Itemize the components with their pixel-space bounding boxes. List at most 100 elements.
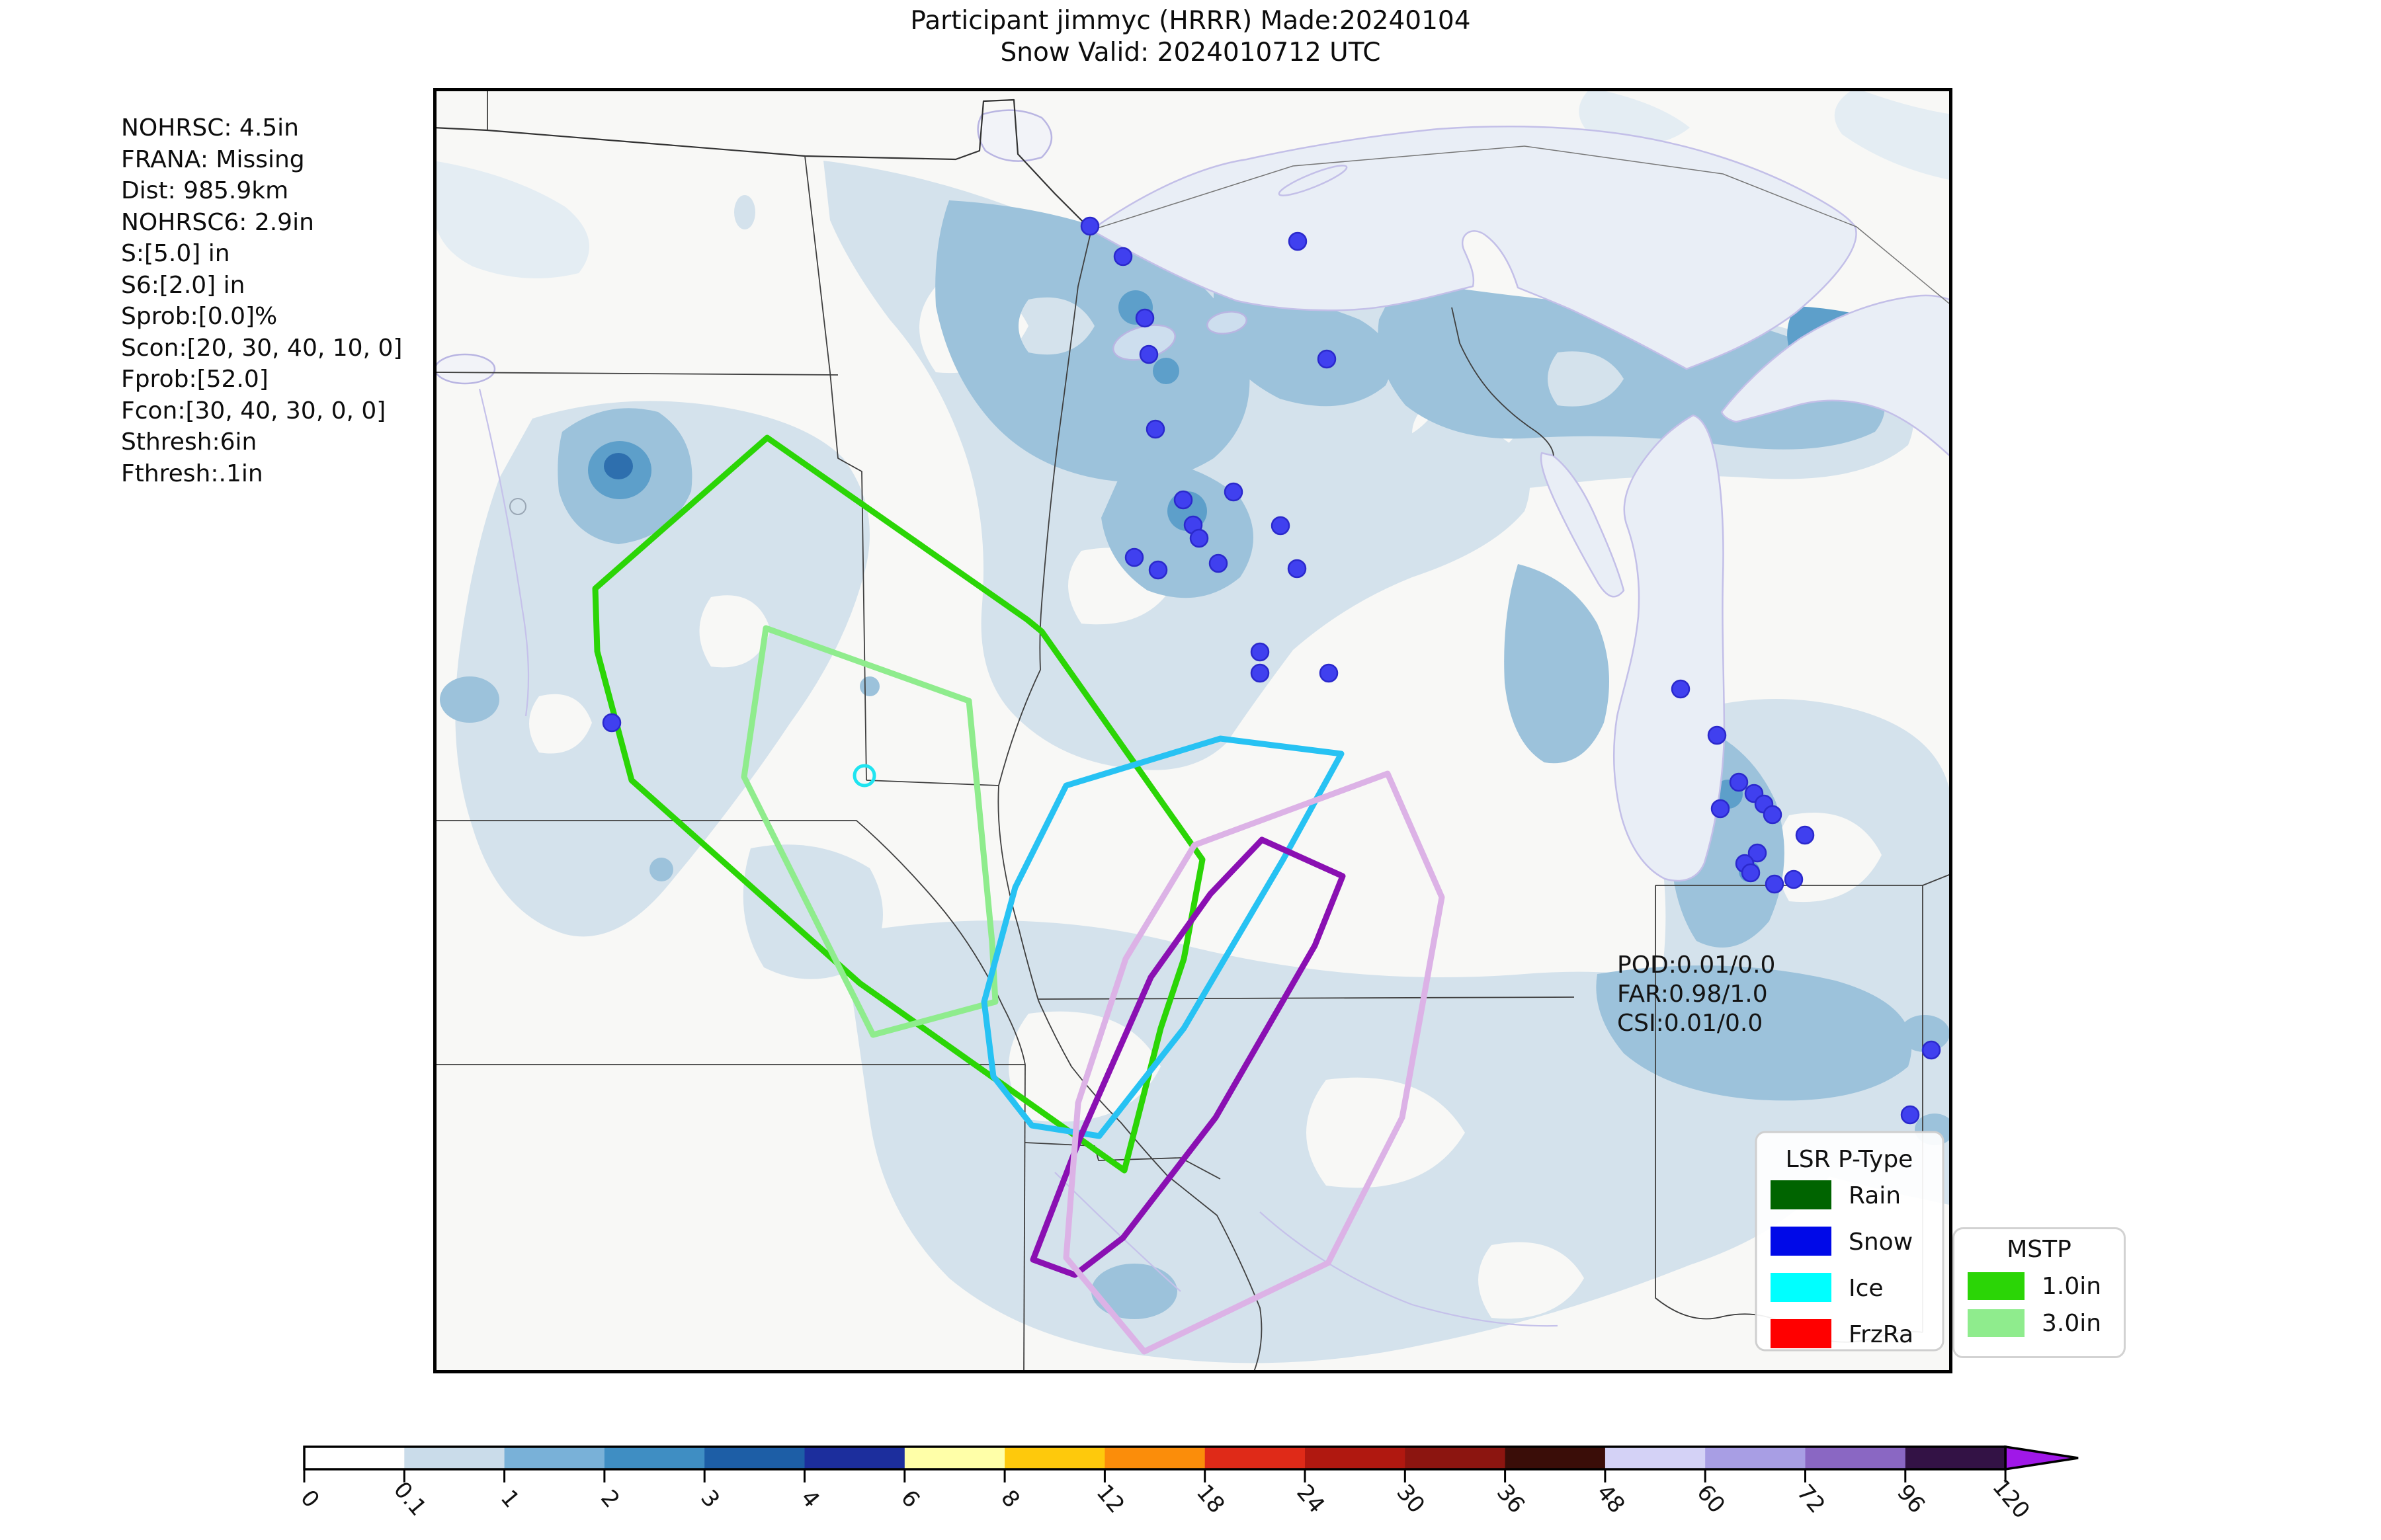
colorbar-tick-label: 48 — [1591, 1480, 1630, 1519]
state-borders — [433, 88, 1953, 1374]
colorbar-cell — [1005, 1447, 1106, 1469]
lake-superior — [1090, 126, 1857, 370]
title-line-2: Snow Valid: 2024010712 UTC — [1000, 38, 1381, 67]
colorbar-tick-label: 72 — [1792, 1480, 1830, 1519]
small-contour-ring — [509, 498, 526, 515]
border-nd-sd — [433, 372, 839, 376]
colorbar-cell — [1305, 1447, 1406, 1469]
colorbar-cell — [1505, 1447, 1606, 1469]
title-line-1: Participant jimmyc (HRRR) Made:20240104 — [910, 6, 1471, 36]
stats-panel: NOHRSC: 4.5in FRANA: Missing Dist: 985.9… — [121, 112, 402, 489]
snow-lsr-dot — [1710, 799, 1730, 819]
colorbar-arrow — [2004, 1445, 2079, 1471]
colorbar-tick-label: 24 — [1291, 1480, 1329, 1519]
stat-fthresh: Fthresh:.1in — [121, 460, 263, 487]
stat-sthresh: Sthresh:6in — [121, 428, 257, 456]
snow-lsr-dot — [1173, 490, 1193, 510]
ice-forecast-contour — [981, 735, 1345, 1139]
colorbar-tick-label: 36 — [1491, 1480, 1530, 1519]
great-lakes — [1090, 126, 1954, 882]
stat-frana: FRANA: Missing — [121, 145, 305, 173]
lsr-legend: LSR P-Type Rain Snow Ice FrzRa — [1755, 1131, 1944, 1352]
colorbar-cell — [1705, 1447, 1806, 1469]
frzra-swatch — [1771, 1319, 1831, 1348]
snow-lsr-dot — [1208, 553, 1228, 573]
stat-scon: Scon:[20, 30, 40, 10, 0] — [121, 334, 403, 362]
colorbar-svg: 0 0.1 1 2 3 4 6 8 12 18 24 30 36 48 60 72 96 120 — [295, 1445, 2079, 1524]
map-panel: POD:0.01/0.0 FAR:0.98/1.0 CSI:0.01/0.0 L… — [433, 88, 1954, 1374]
ice-label: Ice — [1849, 1275, 1884, 1302]
snow-lsr-dot — [1900, 1105, 1920, 1125]
border-wi-il — [1038, 996, 1575, 1000]
snow-lsr-dot — [1795, 825, 1815, 845]
snow-lsr-dot — [1113, 247, 1133, 266]
lake-huron — [1720, 294, 1954, 460]
score-text: POD:0.01/0.0 FAR:0.98/1.0 CSI:0.01/0.0 — [1617, 952, 1775, 1037]
mstp-3in-swatch — [1968, 1309, 2025, 1337]
stat-nohrsc6: NOHRSC6: 2.9in — [121, 208, 314, 236]
snow-lsr-dot — [1287, 559, 1307, 579]
snow-lsr-dot — [1765, 874, 1784, 894]
snow-lsr-dot — [1148, 560, 1168, 580]
snow-lsr-dot — [1763, 805, 1782, 825]
colorbar-cell — [1105, 1447, 1206, 1469]
snow-swatch — [1771, 1227, 1831, 1256]
border-mi-oh — [1922, 873, 1953, 886]
snow-lsr-dot — [1707, 725, 1727, 745]
snow-lsr-dot — [1224, 482, 1243, 502]
snow-lsr-dot — [1146, 419, 1165, 439]
snow-lsr-dot — [1139, 344, 1159, 364]
border-mn-west — [804, 155, 867, 781]
forecast-contour-purple — [1030, 836, 1346, 1278]
mstp-3in-contour — [741, 625, 999, 1038]
mstp-legend-title: MSTP — [2007, 1236, 2071, 1263]
colorbar-cell — [404, 1447, 505, 1469]
colorbar-tick-label: 60 — [1691, 1480, 1730, 1519]
colorbar-tick-label: 3 — [695, 1485, 725, 1513]
colorbar-tick-label: 30 — [1392, 1480, 1430, 1519]
green-bay — [1540, 452, 1625, 598]
snow-lsr-dot — [1135, 308, 1155, 328]
colorbar-cell — [904, 1447, 1006, 1469]
mstp-legend: MSTP 1.0in 3.0in — [1952, 1227, 2126, 1358]
border-ia-mo — [1024, 1142, 1221, 1180]
colorbar-tick-label: 2 — [595, 1485, 625, 1513]
score-csi: CSI:0.01/0.0 — [1617, 1010, 1763, 1037]
border-lakes-intl — [1091, 145, 1953, 307]
colorbar-outline — [303, 1445, 2007, 1471]
colorbar-tick-label: 4 — [796, 1485, 825, 1513]
colorbar-cell — [1905, 1447, 2007, 1469]
stat-fprob: Fprob:[52.0] — [121, 366, 269, 393]
border-canada — [433, 99, 1092, 231]
snow-lsr-dot — [1317, 349, 1337, 369]
border-sd-ne — [433, 820, 1026, 1065]
colorbar-cell — [704, 1447, 806, 1469]
map-frame — [433, 88, 1952, 1373]
colorbar-tick-label: 0 — [295, 1485, 325, 1513]
snow-lsr-dot — [1271, 516, 1290, 536]
stat-nohrsc: NOHRSC: 4.5in — [121, 114, 299, 142]
snow-lsr-dot — [1671, 679, 1691, 699]
lake-michigan — [1612, 414, 1726, 882]
colorbar-tick-label: 12 — [1091, 1480, 1130, 1519]
snow-lsr-dot — [1921, 1040, 1941, 1060]
colorbar-cell — [604, 1447, 706, 1469]
colorbar-tick-label: 0.1 — [388, 1477, 431, 1521]
snow-lsr-dot — [1729, 772, 1749, 792]
stat-fcon: Fcon:[30, 40, 30, 0, 0] — [121, 397, 386, 425]
snow-lsr-dot — [1288, 231, 1308, 251]
colorbar-cell — [1204, 1447, 1306, 1469]
forecast-contours — [592, 434, 1445, 1355]
snow-lsr-dot — [1080, 216, 1100, 236]
stat-sprob: Sprob:[0.0]% — [121, 303, 278, 330]
colorbar-cell — [1405, 1447, 1506, 1469]
snow-lsr-dot — [1189, 528, 1209, 548]
ice-lsr-marker — [853, 764, 876, 788]
snow-shading-canada — [433, 88, 1952, 278]
border-wi-up — [1451, 307, 1554, 456]
colorbar-cell — [1805, 1447, 1906, 1469]
score-pod: POD:0.01/0.0 — [1617, 952, 1775, 979]
colorbar-tick-label: 1 — [495, 1485, 525, 1513]
colorbar-cell — [804, 1447, 905, 1469]
